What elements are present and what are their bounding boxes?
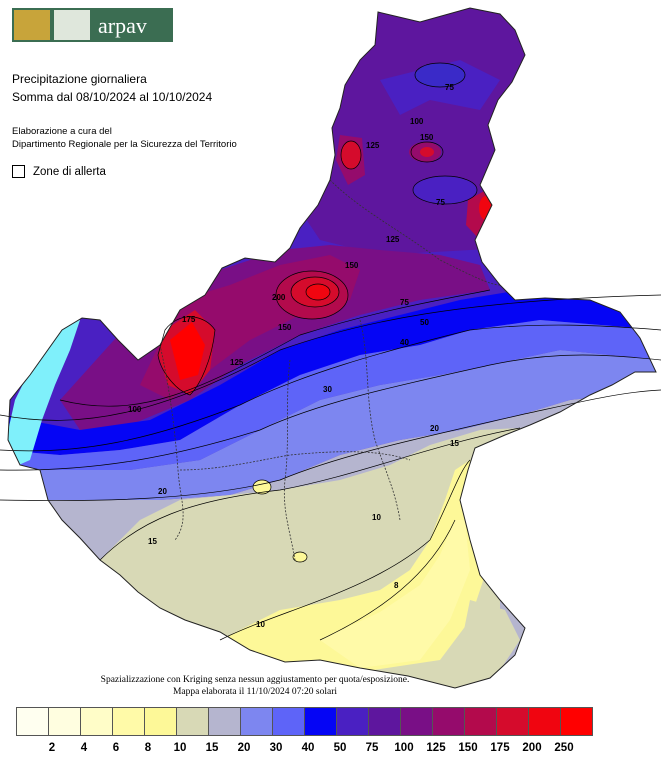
legend-label: 8: [144, 742, 152, 754]
legend-swatch: [560, 707, 593, 736]
legend-label: 75: [365, 742, 379, 754]
zones-legend[interactable]: Zone di allerta: [12, 165, 106, 178]
legend-swatch: [368, 707, 401, 736]
contour-label: 15: [148, 537, 157, 546]
contour-label: 75: [400, 298, 409, 307]
contour-label: 50: [420, 318, 429, 327]
lion-emblem: [14, 10, 50, 40]
legend-swatch: [80, 707, 113, 736]
leaf-emblem: [54, 10, 90, 40]
contour-label: 125: [386, 235, 400, 244]
zones-label: Zone di allerta: [33, 165, 106, 178]
legend-label: 250: [554, 742, 574, 754]
contour-label: 175: [182, 315, 196, 324]
contour-label: 10: [256, 620, 265, 629]
footnote-line-2: Mappa elaborata il 11/10/2024 07:20 sola…: [172, 687, 337, 697]
legend-swatch: [304, 707, 337, 736]
legend-label: 150: [458, 742, 478, 754]
legend-label: 100: [394, 742, 414, 754]
brand-name: arpav: [98, 13, 147, 38]
legend-swatch: [464, 707, 497, 736]
legend-swatch: [144, 707, 177, 736]
legend-label: 15: [205, 742, 219, 754]
title-line-2: Somma dal 08/10/2024 al 10/10/2024: [12, 90, 213, 104]
precipitation-map[interactable]: 75 100 125 150 75 125 150 200 175 150 12…: [0, 0, 661, 700]
legend-swatch: [176, 707, 209, 736]
contour-label: 40: [400, 338, 409, 347]
contour-label: 125: [366, 141, 380, 150]
legend-swatch: [432, 707, 465, 736]
legend-swatch: [208, 707, 241, 736]
contour-lines: [0, 62, 661, 641]
color-legend: [16, 707, 593, 736]
footnote-line-1: Spazializzazione con Kriging senza nessu…: [100, 675, 410, 685]
legend-label: 2: [48, 742, 56, 754]
legend-label: 175: [490, 742, 510, 754]
credit-line-1: Elaborazione a cura del: [12, 126, 112, 137]
legend-label: 50: [333, 742, 347, 754]
legend-label: 6: [112, 742, 120, 754]
contour-label: 125: [230, 358, 244, 367]
legend-label: 20: [237, 742, 251, 754]
credit: Elaborazione a cura del Dipartimento Reg…: [12, 125, 237, 151]
legend-label: 200: [522, 742, 542, 754]
contour-label: 20: [430, 424, 439, 433]
legend-label: 10: [173, 742, 187, 754]
contour-label: 8: [394, 581, 399, 590]
contour-label: 30: [323, 385, 332, 394]
title-line-1: Precipitazione giornaliera: [12, 72, 147, 86]
contour-label: 100: [128, 405, 142, 414]
legend-label: 4: [80, 742, 88, 754]
legend-swatch: [528, 707, 561, 736]
legend-swatch: [16, 707, 49, 736]
legend-swatch: [400, 707, 433, 736]
contour-label: 15: [450, 439, 459, 448]
contour-label: 75: [436, 198, 445, 207]
legend-swatch: [496, 707, 529, 736]
map-title: Precipitazione giornaliera Somma dal 08/…: [12, 70, 212, 106]
contour-label: 150: [420, 133, 434, 142]
zones-checkbox-icon[interactable]: [12, 165, 25, 178]
region-outline: [7, 7, 657, 689]
legend-label: 125: [426, 742, 446, 754]
contour-label: 20: [158, 487, 167, 496]
credit-line-2: Dipartimento Regionale per la Sicurezza …: [12, 139, 237, 150]
legend-swatch: [336, 707, 369, 736]
legend-label: 40: [301, 742, 315, 754]
alert-zone-boundaries: [159, 179, 501, 561]
contour-label: 200: [272, 293, 286, 302]
arpav-logo: arpav: [12, 8, 173, 42]
contour-label: 75: [445, 83, 454, 92]
precipitation-fields: [8, 8, 656, 688]
legend-swatch: [48, 707, 81, 736]
legend-labels: 2 4 6 8 10 15 20 30 40 50 75 100 125 150 175 200 250: [16, 742, 636, 758]
contour-label: 10: [372, 513, 381, 522]
legend-swatch: [272, 707, 305, 736]
contour-label: 150: [345, 261, 359, 270]
footnote: Spazializzazione con Kriging senza nessu…: [0, 674, 510, 698]
contour-label-layer: 75 100 125 150 75 125 150 200 175 150 12…: [128, 83, 459, 629]
contour-label: 100: [410, 117, 424, 126]
legend-swatch: [240, 707, 273, 736]
legend-swatch: [112, 707, 145, 736]
contour-label: 150: [278, 323, 292, 332]
legend-label: 30: [269, 742, 283, 754]
